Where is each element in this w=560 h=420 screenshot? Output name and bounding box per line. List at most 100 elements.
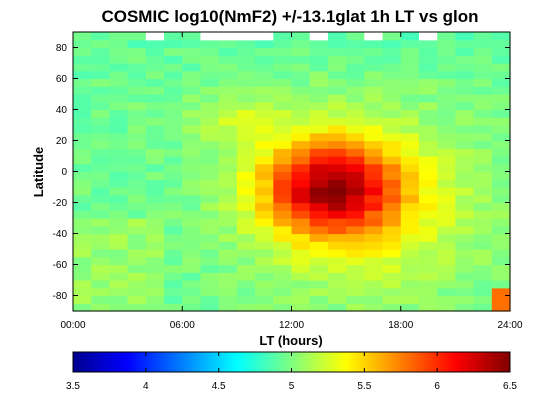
heatmap-cell	[91, 233, 111, 242]
heatmap-cell	[255, 179, 274, 188]
heatmap-cell	[127, 101, 147, 111]
heatmap-cell	[200, 78, 220, 87]
heatmap-cell	[418, 63, 438, 72]
heatmap-cell	[127, 210, 147, 219]
heatmap-cell	[491, 70, 511, 80]
heatmap-cell	[418, 94, 438, 103]
heatmap-cell	[255, 210, 274, 219]
heatmap-cell	[418, 233, 438, 242]
heatmap-cell	[255, 233, 274, 242]
heatmap-cell	[200, 287, 220, 297]
heatmap-cell	[382, 202, 402, 211]
heatmap-cell	[145, 194, 165, 204]
heatmap-cell	[382, 32, 402, 41]
heatmap-cell	[327, 249, 347, 258]
heatmap-cell	[182, 225, 202, 235]
heatmap-cell	[473, 272, 493, 281]
heatmap-cell	[418, 101, 438, 111]
heatmap-cell	[273, 109, 293, 118]
heatmap-cell	[236, 94, 256, 103]
heatmap-cell	[200, 148, 220, 157]
heatmap-cell	[327, 202, 347, 211]
heatmap-cell	[145, 125, 165, 134]
heatmap-cell	[127, 163, 147, 173]
heatmap-cell	[127, 32, 147, 41]
heatmap-cell	[400, 194, 420, 204]
heatmap-cell	[182, 78, 202, 87]
heatmap-cell	[91, 148, 111, 157]
heatmap-cell	[291, 163, 311, 173]
heatmap-cell	[473, 233, 493, 242]
heatmap-cell	[182, 233, 202, 242]
heatmap-cell	[400, 225, 420, 235]
heatmap-cell	[145, 179, 165, 188]
heatmap-cell	[437, 39, 456, 49]
heatmap-cell	[164, 225, 183, 235]
heatmap-cell	[327, 86, 347, 95]
heatmap-cell	[400, 272, 420, 281]
heatmap-cell	[455, 225, 475, 235]
heatmap-cell	[418, 256, 438, 266]
heatmap-cell	[109, 187, 129, 196]
heatmap-cell	[164, 70, 183, 80]
heatmap-cell	[182, 287, 202, 297]
heatmap-cell	[291, 272, 311, 281]
heatmap-cell	[236, 163, 256, 173]
heatmap-cell	[455, 218, 475, 227]
heatmap-cell	[491, 303, 511, 312]
heatmap-cell	[400, 156, 420, 165]
heatmap-cell	[437, 218, 456, 227]
heatmap-cell	[327, 194, 347, 204]
heatmap-cell	[291, 249, 311, 258]
heatmap-cell	[182, 179, 202, 188]
heatmap-cell	[273, 241, 293, 250]
heatmap-cell	[291, 194, 311, 204]
heatmap-cell	[182, 249, 202, 258]
heatmap-cell	[291, 241, 311, 250]
heatmap-cell	[346, 117, 365, 126]
heatmap-cell	[473, 264, 493, 273]
heatmap-cell	[273, 94, 293, 103]
heatmap-cell	[364, 148, 384, 157]
heatmap-cell	[91, 70, 111, 80]
heatmap-cell	[382, 163, 402, 173]
heatmap-cell	[164, 171, 183, 180]
heatmap-cell	[455, 210, 475, 219]
heatmap-cell	[127, 109, 147, 118]
heatmap-cell	[400, 249, 420, 258]
heatmap-cell	[364, 125, 384, 134]
heatmap-cell	[73, 125, 92, 134]
heatmap-cell	[273, 233, 293, 242]
heatmap-cell	[182, 194, 202, 204]
heatmap-cell	[91, 210, 111, 219]
heatmap-cell	[364, 94, 384, 103]
heatmap-cell	[218, 39, 238, 49]
heatmap-cell	[127, 94, 147, 103]
heatmap-cell	[346, 55, 365, 64]
heatmap-cell	[364, 39, 384, 49]
heatmap-cell	[109, 55, 129, 64]
heatmap-cell	[164, 249, 183, 258]
heatmap-cell	[73, 241, 92, 250]
heatmap-cell	[364, 194, 384, 204]
heatmap-cell	[109, 140, 129, 149]
heatmap-cell	[109, 179, 129, 188]
heatmap-cell	[236, 86, 256, 95]
heatmap-cell	[273, 179, 293, 188]
heatmap-cell	[364, 210, 384, 219]
heatmap-cell	[200, 233, 220, 242]
heatmap-cell	[255, 140, 274, 149]
heatmap-cell	[400, 63, 420, 72]
heatmap-cell	[182, 55, 202, 64]
heatmap-cell	[437, 78, 456, 87]
heatmap-cell	[382, 125, 402, 134]
heatmap-cell	[364, 63, 384, 72]
heatmap-cell	[382, 39, 402, 49]
heatmap-cell	[73, 256, 92, 266]
heatmap-cell	[291, 63, 311, 72]
heatmap-cell	[400, 125, 420, 134]
heatmap-cell	[364, 47, 384, 56]
heatmap-cell	[145, 272, 165, 281]
heatmap-cell	[218, 86, 238, 95]
heatmap-cell	[164, 125, 183, 134]
